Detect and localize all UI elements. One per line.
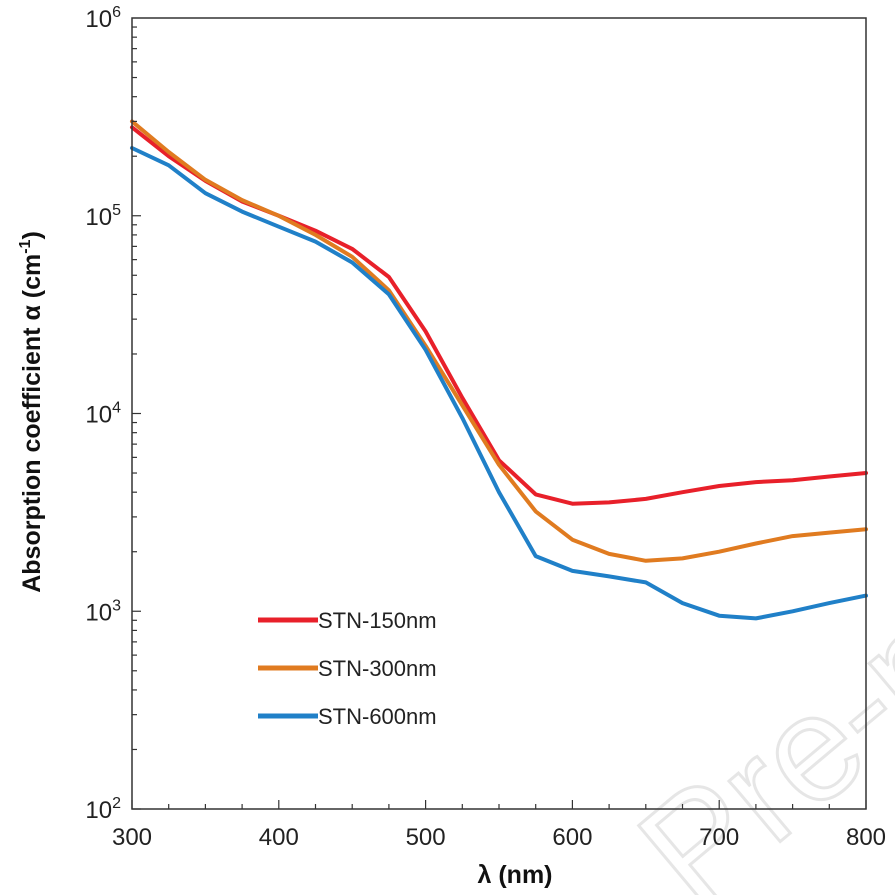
legend-label: STN-150nm xyxy=(318,608,437,633)
y-tick-exp: 3 xyxy=(112,597,121,614)
plot-lines xyxy=(130,119,868,621)
y-tick-exp: 6 xyxy=(112,4,121,21)
x-tick-label: 300 xyxy=(112,824,152,851)
legend-label: STN-300nm xyxy=(318,656,437,681)
y-tick-base: 10 xyxy=(85,797,112,824)
y-axis-title-main: Absorption coefficient α (cm xyxy=(18,254,46,593)
x-tick-label: 500 xyxy=(406,824,446,851)
y-axis-title-close: ) xyxy=(18,231,46,239)
axis-ticks xyxy=(131,26,867,810)
y-tick-base: 10 xyxy=(85,599,112,626)
y-tick-label: 103 xyxy=(85,597,121,626)
x-tick-label: 800 xyxy=(846,824,886,851)
series-line-0 xyxy=(130,125,868,506)
legend: STN-150nm STN-300nm STN-600nm xyxy=(258,608,437,729)
x-axis-title: λ (nm) xyxy=(478,861,553,889)
y-tick-exp: 4 xyxy=(112,400,121,417)
x-tick-label: 600 xyxy=(552,824,592,851)
y-tick-exp: 2 xyxy=(112,795,121,812)
legend-label: STN-600nm xyxy=(318,704,437,729)
x-tick-label: 400 xyxy=(259,824,299,851)
series-line-1 xyxy=(130,119,868,563)
watermark-text: Pre-proof xyxy=(608,406,895,895)
y-axis-title-sup: -1 xyxy=(17,239,34,253)
y-tick-exp: 5 xyxy=(112,202,121,219)
y-tick-base: 10 xyxy=(85,6,112,33)
y-tick-label: 105 xyxy=(85,202,121,231)
y-tick-base: 10 xyxy=(85,204,112,231)
y-tick-base: 10 xyxy=(85,402,112,429)
y-tick-label: 104 xyxy=(85,400,121,429)
y-tick-label: 106 xyxy=(85,4,121,33)
y-axis-title: Absorption coefficient α (cm-1) xyxy=(17,231,46,593)
series-line-2 xyxy=(130,146,868,621)
x-tick-label: 700 xyxy=(699,824,739,851)
y-tick-label: 102 xyxy=(85,795,121,824)
